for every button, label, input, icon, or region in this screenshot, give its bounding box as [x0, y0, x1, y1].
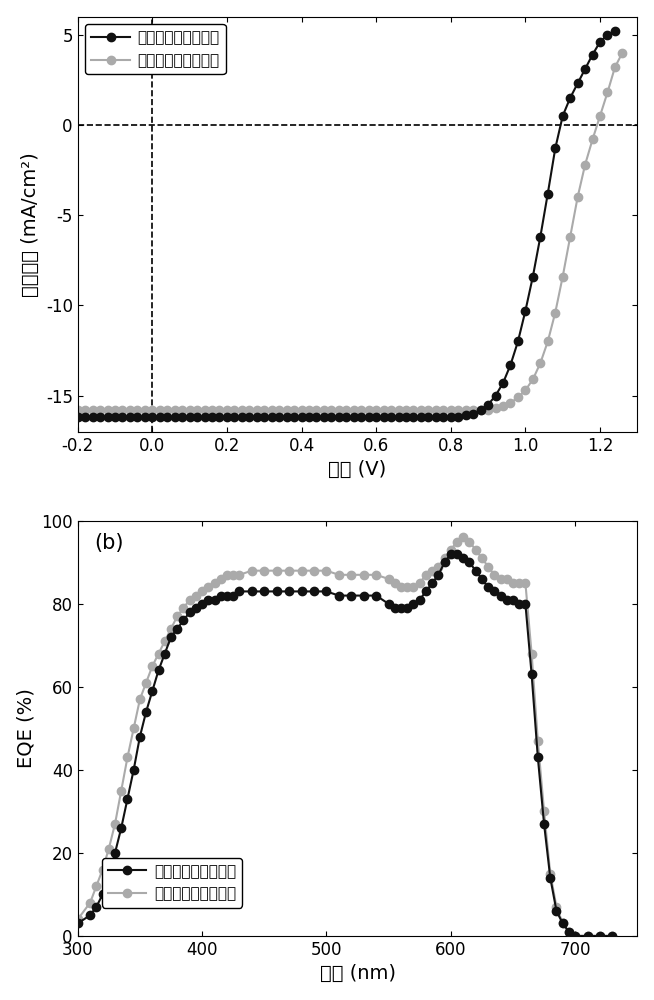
实施例的太阳能电池: [74, 913, 82, 925]
Line: 实施例的太阳能电池: 实施例的太阳能电池: [73, 533, 617, 940]
对比例的太阳能电池: [416, 594, 424, 606]
实施例的太阳能电池: [92, 880, 100, 892]
对比例的太阳能电池: [74, 411, 82, 423]
Legend: 对比例的太阳能电池, 实施例的太阳能电池: 对比例的太阳能电池, 实施例的太阳能电池: [86, 24, 226, 74]
Y-axis label: 电流密度 (mA/cm²): 电流密度 (mA/cm²): [22, 152, 41, 297]
实施例的太阳能电池: [583, 930, 591, 942]
实施例的太阳能电池: [566, 231, 574, 243]
实施例的太阳能电池: [619, 47, 627, 59]
实施例的太阳能电池: [193, 404, 201, 416]
对比例的太阳能电池: [521, 305, 529, 317]
实施例的太阳能电池: [372, 404, 380, 416]
对比例的太阳能电池: [559, 110, 566, 122]
对比例的太阳能电池: [608, 930, 616, 942]
实施例的太阳能电池: [608, 930, 616, 942]
对比例的太阳能电池: [583, 930, 591, 942]
实施例的太阳能电池: [347, 569, 355, 581]
Line: 对比例的太阳能电池: 对比例的太阳能电池: [73, 550, 617, 940]
实施例的太阳能电池: [571, 930, 579, 942]
Text: (b): (b): [94, 533, 124, 553]
对比例的太阳能电池: [571, 930, 579, 942]
Y-axis label: EQE (%): EQE (%): [16, 688, 36, 768]
Line: 实施例的太阳能电池: 实施例的太阳能电池: [73, 49, 627, 414]
对比例的太阳能电池: [343, 411, 351, 423]
Legend: 对比例的太阳能电池, 实施例的太阳能电池: 对比例的太阳能电池, 实施例的太阳能电池: [102, 858, 243, 908]
对比例的太阳能电池: [193, 411, 201, 423]
对比例的太阳能电池: [536, 231, 544, 243]
对比例的太阳能电池: [347, 590, 355, 602]
对比例的太阳能电池: [553, 905, 560, 917]
对比例的太阳能电池: [447, 548, 455, 560]
Text: (a): (a): [89, 29, 118, 49]
实施例的太阳能电池: [186, 404, 194, 416]
实施例的太阳能电池: [380, 404, 388, 416]
实施例的太阳能电池: [142, 677, 150, 689]
对比例的太阳能电池: [253, 411, 261, 423]
Line: 对比例的太阳能电池: 对比例的太阳能电池: [73, 27, 619, 421]
实施例的太阳能电池: [74, 404, 82, 416]
对比例的太阳能电池: [611, 25, 619, 37]
实施例的太阳能电池: [416, 577, 424, 589]
实施例的太阳能电池: [459, 531, 467, 543]
对比例的太阳能电池: [92, 901, 100, 913]
实施例的太阳能电池: [553, 901, 560, 913]
X-axis label: 电压 (V): 电压 (V): [328, 460, 387, 479]
实施例的太阳能电池: [253, 404, 261, 416]
X-axis label: 波长 (nm): 波长 (nm): [320, 964, 396, 983]
对比例的太阳能电池: [142, 706, 150, 718]
对比例的太阳能电池: [74, 917, 82, 929]
